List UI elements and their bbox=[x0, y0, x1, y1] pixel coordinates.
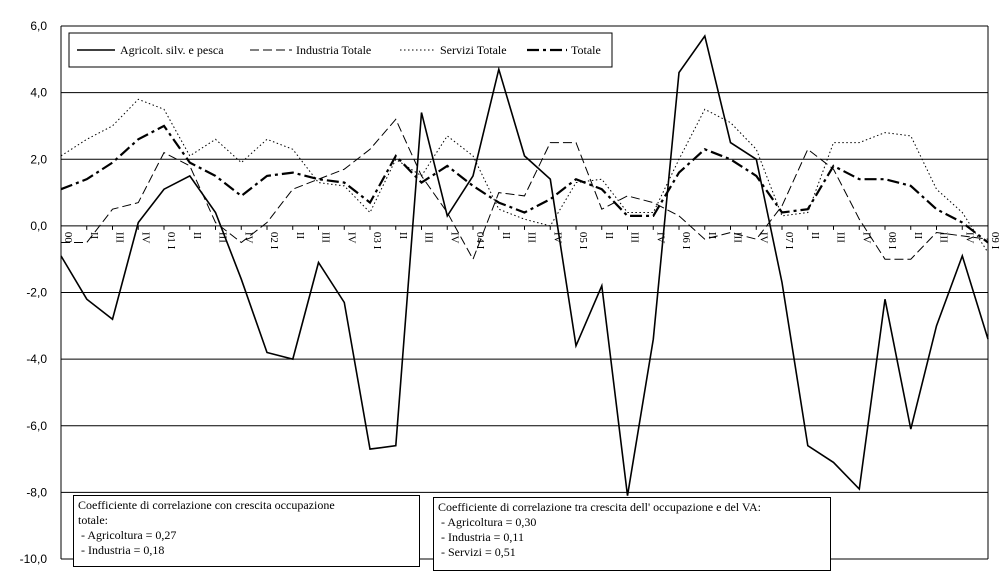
x-tick-label: IV bbox=[242, 232, 254, 244]
y-tick-label: 6,0 bbox=[30, 19, 47, 33]
x-tick-label: III bbox=[423, 232, 435, 243]
x-tick-label: IV bbox=[551, 232, 563, 244]
right-correlation-note: Coefficiente di correlazione tra crescit… bbox=[433, 497, 831, 571]
x-tick-label: 01 I bbox=[165, 232, 177, 250]
legend-label-1: Agricolt. silv. e pesca bbox=[120, 43, 224, 57]
series-lines bbox=[60, 34, 989, 496]
x-tick-label: III bbox=[732, 232, 744, 243]
x-tick-label: IV bbox=[963, 232, 975, 244]
y-tick-label: 0,0 bbox=[30, 219, 47, 233]
x-tick-label: 03 I bbox=[371, 232, 383, 250]
right-note-line-4: - Servizi = 0,51 bbox=[438, 545, 516, 559]
left-correlation-note: Coefficiente di correlazione con crescit… bbox=[73, 495, 420, 567]
x-axis-tick-labels: 00 II III IV 01 I II III IV 02 I II III IV 03 I II III… bbox=[60, 225, 1001, 250]
x-tick-label: III bbox=[320, 232, 332, 243]
x-tick-label: 08 I bbox=[886, 232, 898, 250]
x-tick-label: 07 I bbox=[783, 232, 795, 250]
x-tick-label: II bbox=[706, 232, 718, 240]
left-note-line-3: - Agricoltura = 0,27 bbox=[78, 528, 177, 542]
legend-box bbox=[68, 32, 613, 68]
y-tick-label: 4,0 bbox=[30, 86, 47, 100]
x-tick-label: IV bbox=[345, 232, 357, 244]
x-tick-label: II bbox=[88, 232, 100, 240]
right-note-line-2: - Agricoltura = 0,30 bbox=[438, 515, 537, 529]
x-tick-label: IV bbox=[654, 232, 666, 244]
y-tick-label: -2,0 bbox=[26, 286, 47, 300]
x-tick-label: III bbox=[938, 232, 950, 243]
series-line-2 bbox=[61, 118, 989, 261]
x-tick-label: II bbox=[500, 232, 512, 240]
x-tick-label: 00 bbox=[62, 232, 74, 244]
series-line-4 bbox=[60, 124, 989, 244]
series-line-3 bbox=[60, 98, 989, 253]
x-tick-label: IV bbox=[448, 232, 460, 244]
y-tick-label: -10,0 bbox=[20, 552, 48, 566]
x-tick-label: III bbox=[526, 232, 538, 243]
right-note-line-1: Coefficiente di correlazione tra crescit… bbox=[438, 500, 762, 514]
legend-label-3: Servizi Totale bbox=[440, 43, 507, 57]
legend-label-4: Totale bbox=[571, 43, 601, 57]
x-tick-label: III bbox=[835, 232, 847, 243]
x-tick-label: III bbox=[629, 232, 641, 243]
x-tick-label: III bbox=[217, 232, 229, 243]
y-tick-label: -4,0 bbox=[26, 352, 47, 366]
y-tick-label: -6,0 bbox=[26, 419, 47, 433]
x-tick-label: 06 I bbox=[680, 232, 692, 250]
y-axis-tick-labels: 6,0 4,0 2,0 0,0 -2,0 -4,0 -6,0 -8,0 -10,0 bbox=[20, 19, 48, 566]
x-tick-label: IV bbox=[757, 232, 769, 244]
left-note-line-1: Coefficiente di correlazione con crescit… bbox=[78, 498, 335, 512]
x-tick-label: IV bbox=[139, 232, 151, 244]
x-tick-label: II bbox=[912, 232, 924, 240]
x-tick-label: II bbox=[809, 232, 821, 240]
x-tick-label: II bbox=[191, 232, 203, 240]
y-tick-label: 2,0 bbox=[30, 152, 47, 166]
x-tick-label: III bbox=[114, 232, 126, 243]
x-tick-label: II bbox=[397, 232, 409, 240]
x-tick-label: IV bbox=[860, 232, 872, 244]
x-tick-label: 05 I bbox=[577, 232, 589, 250]
left-note-line-4: - Industria = 0,18 bbox=[78, 543, 165, 557]
left-note-line-2: totale: bbox=[78, 513, 108, 527]
right-note-line-3: - Industria = 0,11 bbox=[438, 530, 524, 544]
legend: Agricolt. silv. e pesca Industria Totale S… bbox=[68, 32, 613, 68]
legend-label-2: Industria Totale bbox=[296, 43, 371, 57]
x-tick-label: II bbox=[294, 232, 306, 240]
x-tick-label: 02 I bbox=[268, 232, 280, 250]
x-tick-label: II bbox=[603, 232, 615, 240]
x-tick-label: 09 I bbox=[989, 232, 1001, 250]
y-tick-label: -8,0 bbox=[26, 485, 47, 499]
series-line-1 bbox=[60, 34, 989, 496]
